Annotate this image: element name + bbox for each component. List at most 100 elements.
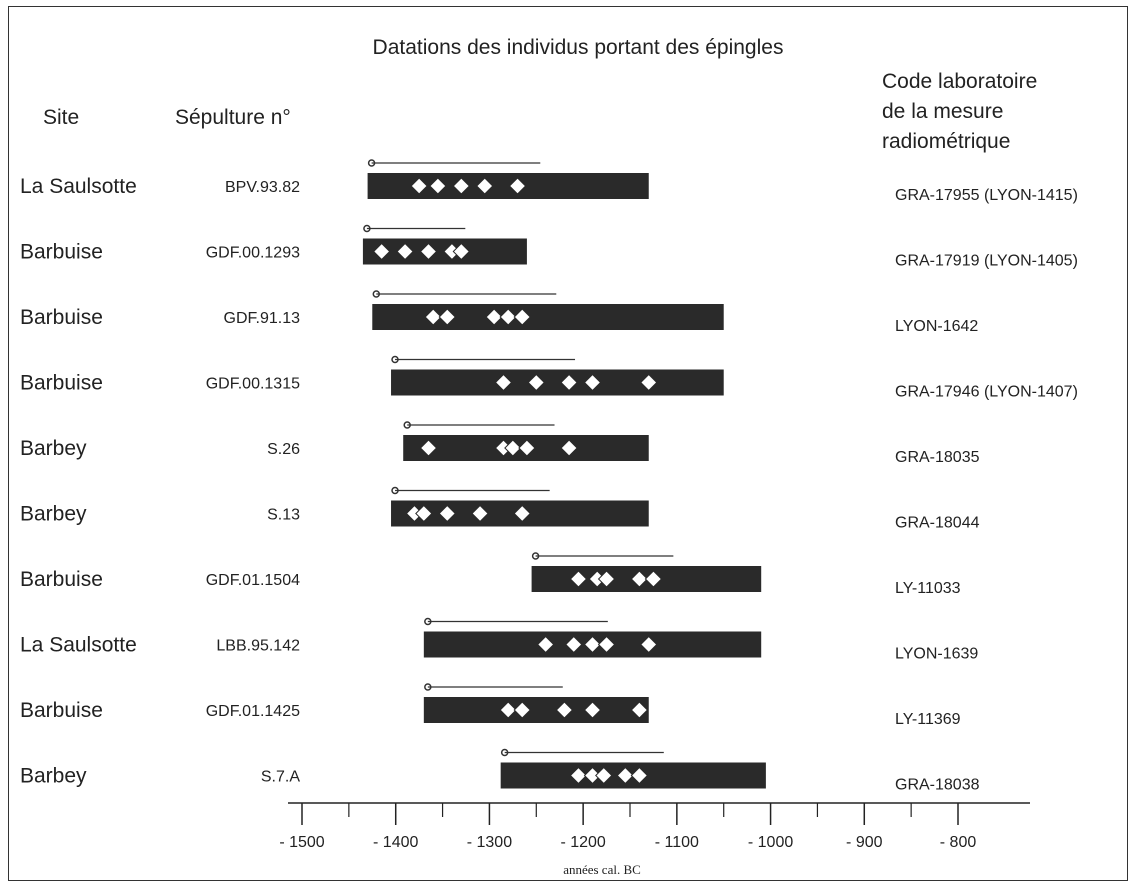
x-axis-label: années cal. BC xyxy=(563,862,641,877)
pin-head-icon xyxy=(391,355,399,364)
date-marker xyxy=(569,766,588,785)
x-tick-label: - 800 xyxy=(940,834,977,851)
lab-code-label: GRA-18035 xyxy=(895,449,980,466)
site-label: Barbuise xyxy=(20,568,103,591)
site-label: La Saulsotte xyxy=(20,634,137,657)
date-marker xyxy=(583,635,602,654)
sepulture-label: S.7.A xyxy=(261,769,300,786)
date-marker xyxy=(630,766,649,785)
lab-code-label: LY-11033 xyxy=(895,580,961,597)
date-marker xyxy=(513,504,531,523)
date-marker xyxy=(597,570,616,588)
date-marker xyxy=(640,373,658,392)
date-marker xyxy=(452,242,471,261)
x-tick-label: - 1200 xyxy=(560,834,605,851)
date-range-bar xyxy=(367,173,649,199)
date-marker xyxy=(452,177,471,195)
date-marker xyxy=(499,308,517,326)
sepulture-label: GDF.00.1315 xyxy=(206,376,300,393)
data-row: Barbuise GDF.91.13 LYON-1642 xyxy=(20,290,978,335)
date-marker xyxy=(630,701,649,719)
date-marker xyxy=(372,242,391,261)
data-row: Barbuise GDF.00.1293 GRA-17919 (LYON-1405) xyxy=(20,224,1078,270)
sepulture-label: GDF.01.1504 xyxy=(206,572,300,589)
date-marker xyxy=(583,701,602,719)
date-marker xyxy=(569,570,588,588)
sepulture-label: BPV.93.82 xyxy=(225,179,300,196)
lab-code-label: LY-11369 xyxy=(895,711,961,728)
site-label: Barbuise xyxy=(20,241,103,264)
site-label: Barbey xyxy=(20,765,87,788)
data-row: Barbey S.26 GRA-18035 xyxy=(20,421,980,466)
date-marker xyxy=(595,766,613,785)
data-row: Barbey S.13 GRA-18044 xyxy=(20,486,980,532)
date-marker xyxy=(513,308,531,326)
pin-head-icon xyxy=(403,421,411,429)
pin-head-icon xyxy=(372,290,381,298)
rows-layer: La Saulsotte BPV.93.82 GRA-17955 (LYON-141… xyxy=(20,159,1078,794)
pin-head-icon xyxy=(424,683,432,691)
pin-head-icon xyxy=(500,748,509,757)
date-marker xyxy=(644,570,663,588)
sepulture-label: S.26 xyxy=(267,441,300,458)
date-range-bar xyxy=(391,369,724,396)
date-marker xyxy=(415,504,433,523)
date-marker xyxy=(476,177,494,195)
figure-frame xyxy=(8,6,1128,881)
x-tick-label: - 900 xyxy=(846,834,883,851)
date-marker xyxy=(438,504,456,523)
date-marker xyxy=(419,439,438,457)
date-marker xyxy=(438,308,456,326)
date-marker xyxy=(640,635,658,654)
date-marker xyxy=(518,439,536,457)
date-marker xyxy=(494,373,513,392)
date-marker xyxy=(565,635,583,654)
data-row: Barbuise GDF.00.1315 GRA-17946 (LYON-1407) xyxy=(20,355,1078,401)
data-row: Barbuise GDF.01.1425 LY-11369 xyxy=(20,683,961,728)
x-tick-label: - 1100 xyxy=(655,834,699,851)
data-row: La Saulsotte BPV.93.82 GRA-17955 (LYON-141… xyxy=(20,159,1078,204)
x-tick-label: - 1000 xyxy=(748,834,793,851)
data-row: Barbey S.7.A GRA-18038 xyxy=(20,748,980,794)
pin-head-icon xyxy=(367,159,376,167)
date-marker xyxy=(560,439,578,457)
pin-head-icon xyxy=(363,224,371,233)
chart-title: Datations des individus portant des épin… xyxy=(373,36,784,59)
lab-code-label: GRA-18044 xyxy=(895,515,980,532)
date-marker xyxy=(527,373,545,392)
date-marker xyxy=(630,570,649,588)
site-label: Barbey xyxy=(20,437,87,460)
date-marker xyxy=(616,766,635,785)
date-marker xyxy=(555,701,574,719)
site-label: Barbuise xyxy=(20,699,103,722)
site-label: Barbuise xyxy=(20,306,103,329)
site-label: Barbey xyxy=(20,503,87,526)
pin-head-icon xyxy=(391,486,399,495)
date-marker xyxy=(424,308,442,326)
date-marker xyxy=(536,635,555,654)
sepulture-label: GDF.91.13 xyxy=(224,310,301,327)
lab-code-header-line-3: radiométrique xyxy=(882,130,1010,153)
lab-code-label: GRA-17919 (LYON-1405) xyxy=(895,253,1078,270)
lab-code-label: GRA-18038 xyxy=(895,777,980,794)
site-column-header: Site xyxy=(43,106,79,129)
date-marker xyxy=(513,701,531,719)
sepulture-label: GDF.00.1293 xyxy=(206,245,300,262)
sepulture-label: S.13 xyxy=(267,507,300,524)
date-marker xyxy=(471,504,489,523)
lab-code-header-line-1: Code laboratoire xyxy=(882,70,1037,93)
date-marker xyxy=(597,635,616,654)
date-marker xyxy=(583,373,602,392)
sepulture-label: LBB.95.142 xyxy=(216,638,300,655)
date-marker xyxy=(429,177,447,195)
lab-code-label: LYON-1642 xyxy=(895,318,978,335)
sepulture-label: GDF.01.1425 xyxy=(206,703,300,720)
date-range-bar xyxy=(423,697,649,723)
x-tick-label: - 1400 xyxy=(373,834,418,851)
x-tick-label: - 1500 xyxy=(279,834,324,851)
lab-code-label: LYON-1639 xyxy=(895,646,978,663)
data-row: La Saulsotte LBB.95.142 LYON-1639 xyxy=(20,617,978,663)
x-tick-label: - 1300 xyxy=(467,834,512,851)
site-label: La Saulsotte xyxy=(20,175,137,198)
lab-code-label: GRA-17955 (LYON-1415) xyxy=(895,187,1078,204)
